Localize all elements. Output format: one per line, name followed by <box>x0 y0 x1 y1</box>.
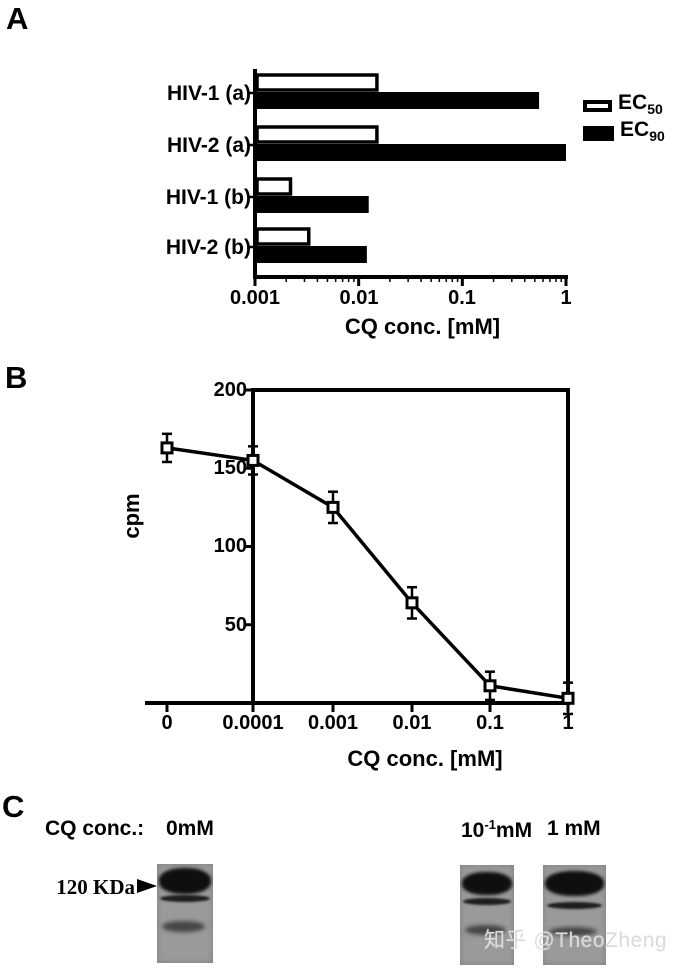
watermark: 知乎 @TheoZheng <box>484 929 668 952</box>
legend-item-ec50: EC50 <box>583 90 665 118</box>
blot-band <box>158 868 212 894</box>
panel-c-label: C <box>2 789 25 824</box>
blot-band <box>461 872 513 895</box>
legend-item-ec90: EC90 <box>583 117 665 145</box>
cq-conc-row-label: CQ conc.: <box>45 817 145 840</box>
band-pointer-arrow-icon <box>137 879 157 893</box>
blot-lane-1 <box>157 864 213 963</box>
panel-a-legend: EC50 EC90 <box>583 90 665 145</box>
panel-a-xtick-001: 0.01 <box>339 287 379 309</box>
blot-lane-2 <box>460 865 514 965</box>
legend-label-ec90: EC90 <box>620 117 665 145</box>
panel-a-xaxis-label: CQ conc. [mM] <box>344 314 501 339</box>
panel-b-yaxis-label: cpm <box>119 493 144 539</box>
panel-a-label: A <box>6 1 29 36</box>
blot-band <box>162 921 205 932</box>
blot-band <box>463 898 511 905</box>
panel-b-xtick-01: 0.1 <box>476 712 504 734</box>
ec50-open-bar-swatch <box>583 100 612 112</box>
lane-label-1mM: 1 mM <box>547 817 601 840</box>
blot-lane-3 <box>543 865 606 965</box>
blot-band <box>464 925 506 935</box>
panel-b-ytick-200: 200 <box>213 379 247 401</box>
blot-band <box>548 927 597 936</box>
blot-band <box>546 902 603 909</box>
panel-a-xtick-0001: 0.001 <box>229 287 281 309</box>
blot-band <box>544 871 605 896</box>
panel-b-ytick-100: 100 <box>213 535 247 557</box>
molecular-weight-label: 120 KDa <box>56 875 135 899</box>
panel-b-ytick-150: 150 <box>213 457 247 479</box>
panel-b-ytick-50: 50 <box>224 614 247 636</box>
panel-b-xaxis-label: CQ conc. [mM] <box>347 746 503 771</box>
category-label-hiv2b: HIV-2 (b) <box>165 236 251 259</box>
category-label-hiv1a: HIV-1 (a) <box>166 82 251 105</box>
panel-a-xtick-1: 1 <box>560 287 572 309</box>
panel-b-xtick-00001: 0.0001 <box>222 712 284 734</box>
panel-b-label: B <box>5 360 28 395</box>
legend-label-ec50: EC50 <box>618 90 663 118</box>
blot-band <box>160 895 210 902</box>
panel-b-xtick-1: 1 <box>562 712 574 734</box>
ec90-filled-bar-swatch <box>583 125 614 141</box>
panel-b-xtick-0: 0 <box>161 712 173 734</box>
panel-b-xtick-0001: 0.001 <box>307 712 359 734</box>
panel-b-xtick-001: 0.01 <box>392 712 432 734</box>
lane-label-10-1mM: 10-1mM <box>461 817 533 842</box>
lane-label-0mM: 0mM <box>166 817 214 840</box>
category-label-hiv1b: HIV-1 (b) <box>165 186 251 209</box>
panel-a-xtick-01: 0.1 <box>448 287 476 309</box>
category-label-hiv2a: HIV-2 (a) <box>166 134 251 157</box>
